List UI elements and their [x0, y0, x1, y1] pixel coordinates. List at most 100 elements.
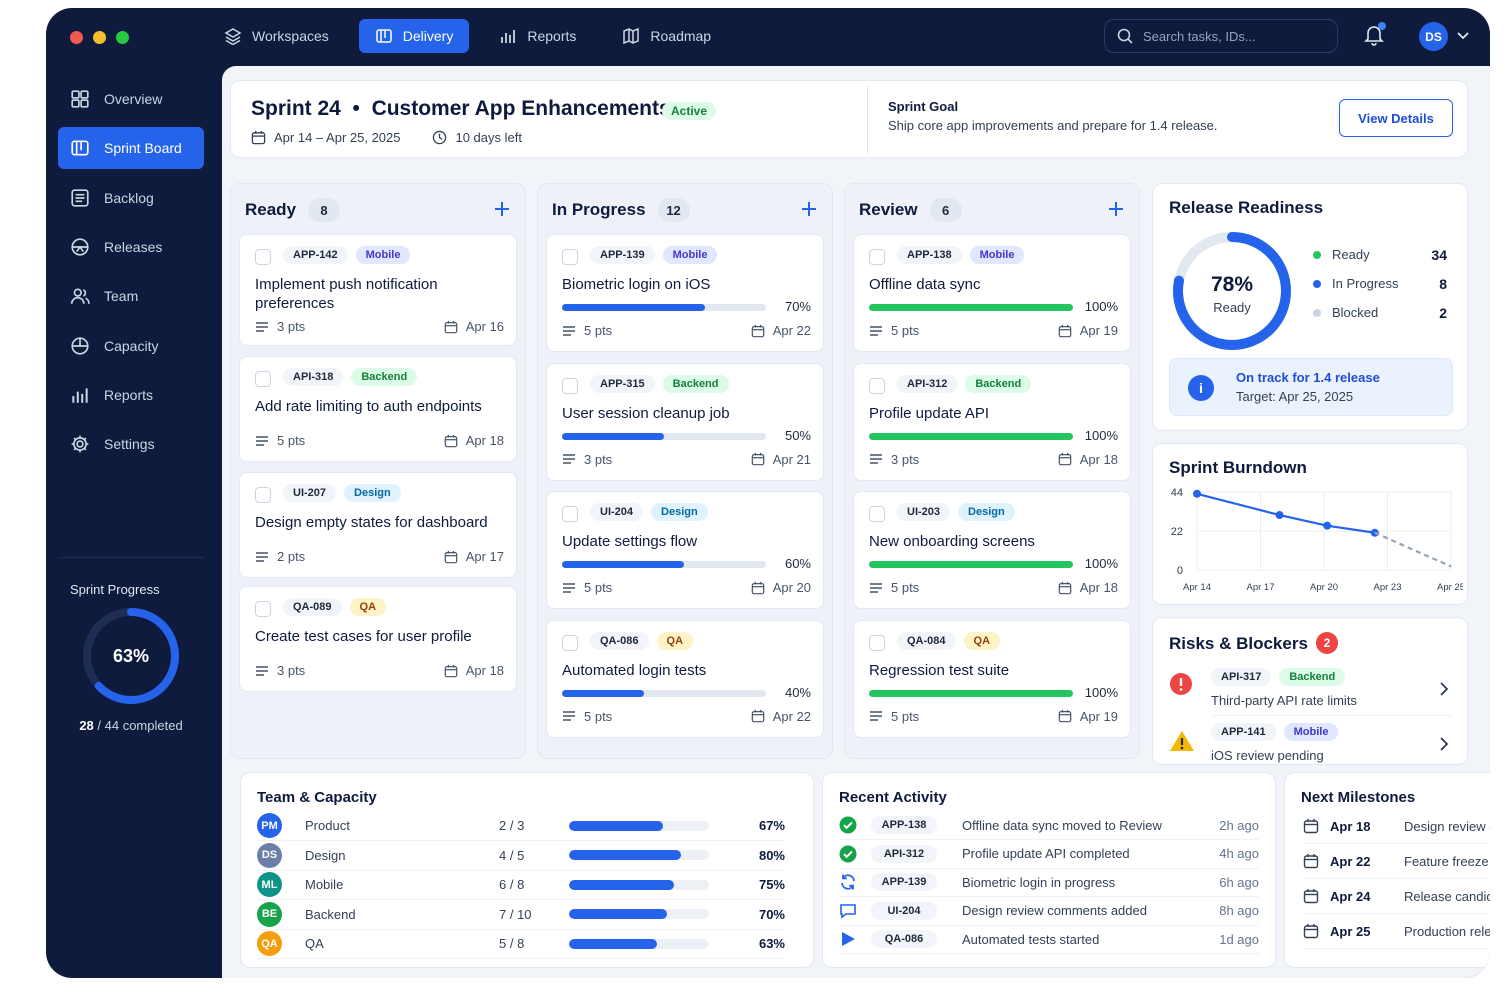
task-points-value: 3 pts — [277, 319, 306, 334]
top-nav-roadmap[interactable]: Roadmap — [606, 19, 727, 53]
search-placeholder: Search tasks, IDs... — [1143, 28, 1256, 44]
calendar-icon — [444, 320, 457, 333]
sidebar-item-capacity[interactable]: Capacity — [58, 325, 204, 367]
task-checkbox[interactable] — [562, 506, 578, 522]
task-card[interactable]: API-312 Backend Profile update API 100% 3 pt… — [853, 362, 1131, 481]
task-checkbox[interactable] — [255, 371, 271, 387]
recent-activity: Recent Activity APP-138 Offline data sync… — [822, 772, 1276, 968]
view-details-button[interactable]: View Details — [1339, 99, 1453, 137]
close-dot[interactable] — [70, 31, 83, 44]
activity-row[interactable]: API-312 Profile update API completed 4h ag… — [839, 840, 1259, 869]
risk-item[interactable]: API-317 Backend Third-party API rate limit… — [1169, 664, 1453, 716]
team-ratio: 6 / 8 — [499, 877, 525, 892]
sidebar-item-releases[interactable]: Releases — [58, 226, 204, 268]
task-card[interactable]: APP-142 Mobile Implement push notification… — [239, 234, 517, 346]
task-checkbox[interactable] — [562, 377, 578, 394]
task-card[interactable]: QA-084 QA Regression test suite 100% 5 pts Ap… — [853, 619, 1131, 738]
task-checkbox[interactable] — [869, 377, 885, 394]
risk-item[interactable]: APP-141 Mobile iOS review pending — [1169, 719, 1453, 769]
notifications-button[interactable] — [1364, 22, 1386, 51]
top-nav-workspaces[interactable]: Workspaces — [208, 19, 345, 53]
search-input[interactable]: Search tasks, IDs... — [1104, 19, 1338, 53]
add-task-button[interactable] — [1107, 200, 1125, 223]
map-icon — [623, 27, 640, 45]
top-nav-delivery[interactable]: Delivery — [358, 19, 470, 53]
activity-text: Profile update API completed — [962, 846, 1130, 861]
task-points: 5 pts — [255, 433, 305, 448]
task-card[interactable]: UI-207 Design Design empty states for dash… — [239, 472, 517, 578]
team-ratio: 2 / 3 — [499, 818, 525, 833]
task-card[interactable]: APP-138 Mobile Offline data sync 100% 5 pts A… — [853, 234, 1131, 352]
add-task-button[interactable] — [493, 200, 511, 223]
sidebar-item-label: Reports — [104, 386, 154, 403]
minimize-dot[interactable] — [93, 31, 106, 44]
release-legend: Ready 34 In Progress 8 Blocked 2 — [1313, 240, 1447, 327]
info-icon: i — [1188, 375, 1214, 401]
milestone-row[interactable]: Apr 22 Feature freeze — [1303, 844, 1490, 879]
play-icon — [842, 932, 855, 946]
chevron-down-icon[interactable] — [1457, 30, 1469, 42]
task-card[interactable]: APP-139 Mobile Biometric login on iOS 70% 5 … — [546, 234, 824, 352]
task-checkbox[interactable] — [255, 601, 271, 617]
task-checkbox[interactable] — [562, 249, 578, 265]
task-checkbox[interactable] — [255, 487, 271, 503]
task-due: Apr 21 — [751, 452, 811, 467]
calendar-icon — [1058, 324, 1071, 337]
legend-dot — [1313, 250, 1321, 259]
add-task-button[interactable] — [800, 200, 818, 223]
task-card[interactable]: UI-204 Design Update settings flow 60% 5 pts… — [546, 491, 824, 609]
task-progress-fill — [562, 432, 664, 440]
top-nav-reports[interactable]: Reports — [483, 19, 592, 53]
task-progress-fill — [562, 304, 705, 311]
sidebar-item-overview[interactable]: Overview — [58, 78, 204, 120]
team-capacity-fill — [569, 850, 681, 860]
milestone-row[interactable]: Apr 25 Production release — [1303, 914, 1490, 949]
sidebar-item-settings[interactable]: Settings — [58, 423, 204, 465]
milestone-row[interactable]: Apr 18 Design review complete — [1303, 809, 1490, 844]
comment-icon — [840, 903, 856, 919]
avatar[interactable]: DS — [1419, 22, 1448, 51]
task-card[interactable]: UI-203 Design New onboarding screens 100% 5 … — [853, 491, 1131, 609]
sidebar-item-backlog[interactable]: Backlog — [58, 177, 204, 219]
task-progress-bar — [869, 689, 1073, 697]
chevron-right-icon[interactable] — [1439, 682, 1449, 701]
milestone-row[interactable]: Apr 24 Release candidate — [1303, 879, 1490, 914]
task-points-value: 2 pts — [277, 549, 306, 564]
task-checkbox[interactable] — [255, 249, 271, 265]
task-tag: QA — [656, 631, 694, 650]
task-card[interactable]: APP-315 Backend User session cleanup job 50… — [546, 362, 824, 481]
task-card[interactable]: QA-086 QA Automated login tests 40% 5 pts Apr… — [546, 619, 824, 738]
check-circle-icon — [839, 816, 857, 834]
task-checkbox[interactable] — [869, 249, 885, 265]
activity-task-id: UI-204 — [871, 901, 937, 920]
task-progress-percent: 50% — [784, 427, 811, 443]
activity-row[interactable]: QA-086 Automated tests started 1d ago — [839, 925, 1259, 954]
column-title: In Progress — [552, 200, 646, 219]
app-window: Workspaces Delivery Reports Roadmap Search … — [46, 8, 1490, 978]
task-card[interactable]: QA-089 QA Create test cases for user profi… — [239, 586, 517, 692]
activity-row[interactable]: APP-138 Offline data sync moved to Review… — [839, 811, 1259, 840]
activity-time: 1d ago — [1219, 931, 1259, 947]
team-avatar: PM — [257, 813, 282, 838]
task-checkbox[interactable] — [562, 634, 578, 651]
sidebar-item-team[interactable]: Team — [58, 275, 204, 317]
maximize-dot[interactable] — [116, 31, 129, 44]
task-due: Apr 20 — [751, 580, 811, 595]
sprint-progress-done: 28 / 44 completed — [79, 718, 183, 733]
task-tags: QA-089 QA — [283, 598, 387, 616]
days-left: 10 days left — [455, 130, 522, 145]
chevron-right-icon[interactable] — [1439, 737, 1449, 756]
task-due: Apr 16 — [444, 319, 504, 334]
sprint-burndown: Sprint Burndown 0 22 44 Apr 14 Apr 17 Apr 20 A… — [1152, 443, 1468, 605]
task-progress-bar — [562, 304, 766, 311]
activity-row[interactable]: APP-139 Biometric login in progress 6h ago — [839, 868, 1259, 897]
task-card[interactable]: API-318 Backend Add rate limiting to auth … — [239, 356, 517, 462]
task-tag: Design — [958, 503, 1015, 521]
task-id: APP-315 — [590, 374, 655, 393]
calendar-icon — [1303, 854, 1319, 869]
task-checkbox[interactable] — [869, 506, 885, 522]
sidebar-item-reports[interactable]: Reports — [58, 374, 204, 416]
activity-row[interactable]: UI-204 Design review comments added 8h ago — [839, 897, 1259, 926]
sidebar-item-sprint-board[interactable]: Sprint Board — [58, 127, 204, 170]
task-checkbox[interactable] — [869, 634, 885, 651]
